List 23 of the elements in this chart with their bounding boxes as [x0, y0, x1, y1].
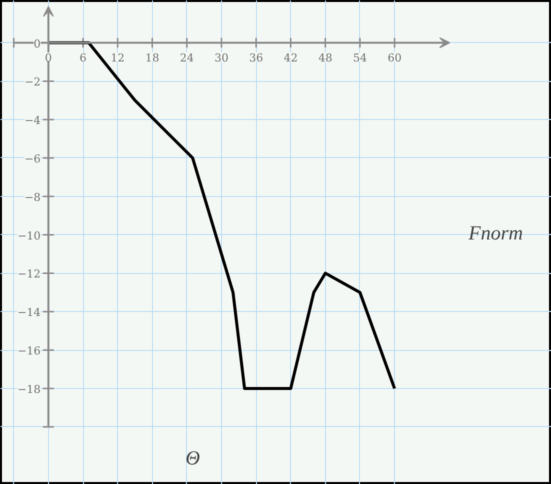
- y-tick-label: −14: [17, 306, 41, 320]
- x-tick-label: 30: [214, 51, 228, 64]
- y-tick-label: −2: [24, 76, 41, 89]
- x-tick-label: 12: [110, 51, 125, 64]
- x-tick-label: 24: [180, 51, 194, 64]
- x-tick-label: 6: [80, 51, 87, 64]
- x-tick-label: 54: [352, 51, 367, 64]
- x-tick-label: 42: [284, 51, 298, 64]
- y-tick-label: −10: [17, 229, 41, 242]
- x-tick-label: 60: [388, 51, 402, 64]
- y-tick-label: −18: [17, 382, 41, 396]
- y-tick-label: −4: [24, 114, 41, 128]
- x-tick-label: 0: [44, 51, 52, 64]
- y-tick-label: −16: [17, 344, 41, 358]
- y-tick-label: 0: [34, 37, 41, 50]
- x-tick-label: 18: [145, 51, 160, 64]
- x-tick-label: 48: [318, 51, 332, 64]
- y-tick-label: −8: [24, 190, 41, 204]
- x-axis-title: Θ: [186, 448, 200, 470]
- x-tick-label: 36: [249, 51, 264, 64]
- y-tick-label: −12: [17, 268, 41, 281]
- y-tick-label: −6: [24, 152, 41, 166]
- y-axis-title: Fnorm: [468, 222, 523, 244]
